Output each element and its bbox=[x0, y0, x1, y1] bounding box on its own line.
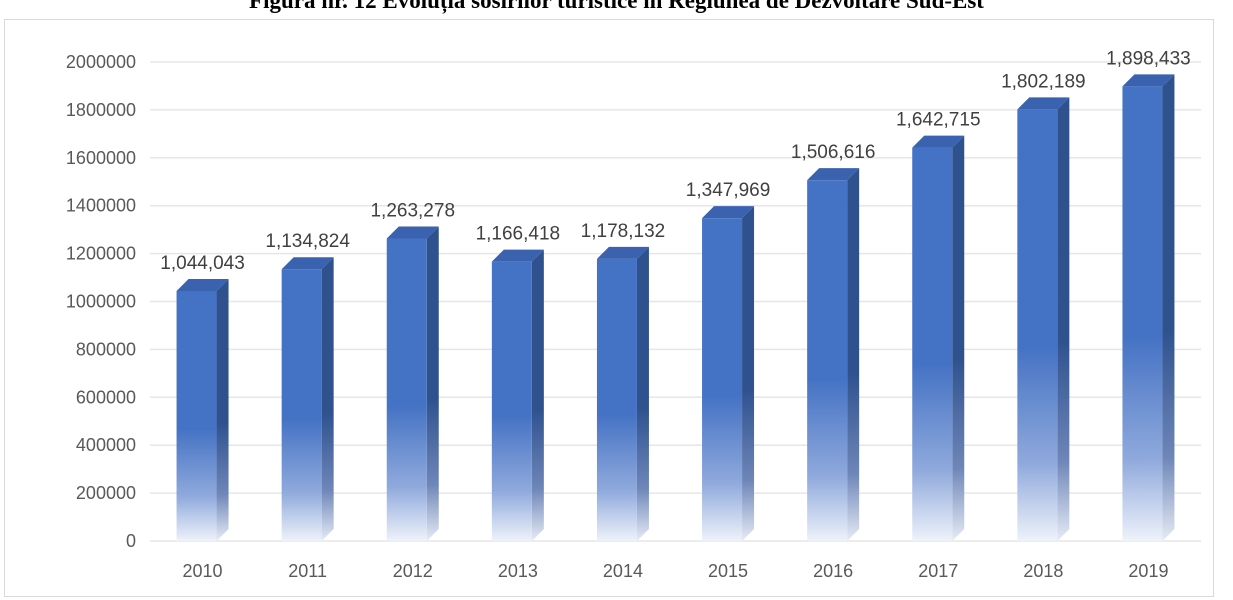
y-tick-label: 200000 bbox=[76, 483, 136, 503]
bar-top bbox=[281, 257, 334, 270]
bar-side bbox=[531, 249, 544, 541]
bar-top bbox=[1017, 97, 1070, 110]
data-label: 1,506,616 bbox=[791, 142, 876, 163]
bar-top bbox=[176, 278, 229, 291]
y-tick-label: 1200000 bbox=[66, 244, 136, 264]
x-tick-label: 2014 bbox=[603, 561, 643, 581]
bar-2016 bbox=[807, 168, 860, 541]
bar-2015 bbox=[702, 206, 755, 541]
bar-front bbox=[807, 180, 848, 541]
bar-front bbox=[491, 261, 532, 541]
x-tick-label: 2013 bbox=[498, 561, 538, 581]
bar-2011 bbox=[281, 257, 334, 541]
y-tick-label: 2000000 bbox=[66, 52, 136, 72]
x-tick-label: 2019 bbox=[1128, 561, 1168, 581]
chart-frame: 0 200000 400000 600000 800000 1000000 1200000 1… bbox=[4, 19, 1214, 597]
bar-side bbox=[1057, 97, 1070, 541]
bar-2018 bbox=[1017, 97, 1070, 541]
y-tick-label: 1800000 bbox=[66, 100, 136, 120]
y-tick-label: 1400000 bbox=[66, 196, 136, 216]
bar-front bbox=[1122, 86, 1163, 542]
bar-top bbox=[912, 135, 965, 148]
bar-front bbox=[281, 269, 322, 541]
bar-front bbox=[386, 238, 427, 541]
bar-side bbox=[1162, 74, 1175, 541]
x-tick-label: 2012 bbox=[393, 561, 433, 581]
bar-2010 bbox=[176, 278, 229, 541]
bar-front bbox=[702, 218, 743, 541]
y-tick-label: 600000 bbox=[76, 387, 136, 407]
data-label: 1,642,715 bbox=[896, 110, 981, 131]
x-tick-label: 2015 bbox=[708, 561, 748, 581]
data-label: 1,802,189 bbox=[1001, 71, 1086, 92]
bar-top bbox=[1122, 74, 1175, 87]
bar-side bbox=[426, 226, 439, 541]
bar-2013 bbox=[491, 249, 544, 541]
y-axis-tick-labels: 0 200000 400000 600000 800000 1000000 1200000 1… bbox=[66, 52, 136, 551]
x-tick-label: 2018 bbox=[1023, 561, 1063, 581]
bar-top bbox=[491, 249, 544, 262]
data-label: 1,166,418 bbox=[476, 224, 561, 245]
bar-front bbox=[912, 147, 953, 541]
bar-front bbox=[1017, 109, 1058, 541]
bar-front bbox=[176, 290, 217, 541]
x-tick-label: 2011 bbox=[288, 561, 327, 581]
data-labels: 1,044,043 1,134,824 1,263,278 1,166,418 1,17… bbox=[160, 48, 1190, 274]
bar-chart: 0 200000 400000 600000 800000 1000000 1200000 1… bbox=[66, 48, 1201, 581]
bar-side bbox=[847, 168, 860, 541]
y-tick-label: 800000 bbox=[76, 339, 136, 359]
bar-side bbox=[216, 278, 229, 541]
y-tick-label: 400000 bbox=[76, 435, 136, 455]
bar-top bbox=[807, 168, 860, 181]
data-label: 1,178,132 bbox=[581, 221, 666, 242]
x-axis-tick-labels: 2010 2011 2012 2013 2014 2015 2016 2017 2018 2019 bbox=[183, 561, 1169, 581]
bars bbox=[176, 74, 1175, 542]
bar-side bbox=[742, 206, 755, 541]
bar-2017 bbox=[912, 135, 965, 541]
y-tick-label: 0 bbox=[126, 531, 136, 551]
bar-2019 bbox=[1122, 74, 1175, 542]
data-label: 1,044,043 bbox=[160, 253, 245, 274]
x-tick-label: 2010 bbox=[183, 561, 223, 581]
chart-title: Figura nr. 12 Evoluția sosirilor turisti… bbox=[249, 0, 984, 13]
data-label: 1,347,969 bbox=[686, 180, 771, 201]
bar-2014 bbox=[596, 246, 649, 541]
bar-top bbox=[596, 246, 649, 259]
y-tick-label: 1600000 bbox=[66, 148, 136, 168]
bar-side bbox=[952, 135, 965, 541]
bar-side bbox=[321, 257, 334, 541]
data-label: 1,134,824 bbox=[265, 231, 350, 252]
bar-top bbox=[702, 206, 755, 219]
data-label: 1,898,433 bbox=[1106, 48, 1191, 69]
bar-front bbox=[596, 258, 637, 541]
data-label: 1,263,278 bbox=[370, 200, 455, 221]
y-tick-label: 1000000 bbox=[66, 292, 136, 312]
bar-side bbox=[636, 246, 649, 541]
x-tick-label: 2016 bbox=[813, 561, 853, 581]
x-tick-label: 2017 bbox=[918, 561, 958, 581]
bar-2012 bbox=[386, 226, 439, 541]
bar-top bbox=[386, 226, 439, 239]
